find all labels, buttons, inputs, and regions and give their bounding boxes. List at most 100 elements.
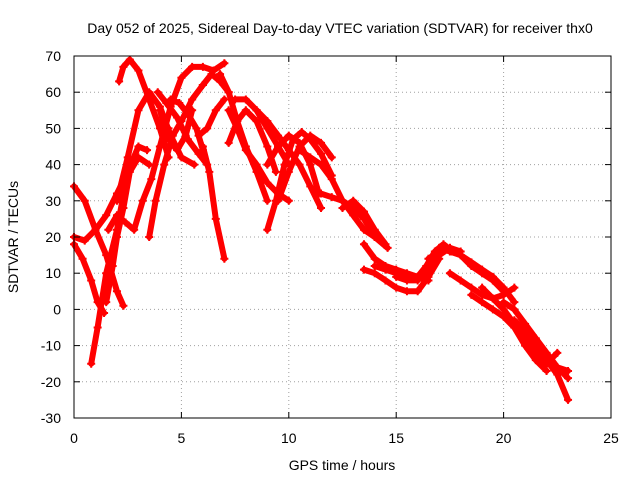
data-point [91,225,100,234]
data-point [192,124,201,133]
data-point [349,196,358,205]
data-point [155,106,164,115]
data-point [211,106,220,115]
series-line [114,89,198,204]
data-point [87,359,96,368]
data-point [424,272,433,281]
series-line [522,335,561,367]
data-point [252,106,261,115]
data-point [274,196,283,205]
data-point [306,182,315,191]
data-point [564,395,573,404]
data-point [338,196,347,205]
data-point [317,160,326,169]
data-point [147,175,156,184]
y-tick-label: -30 [41,410,61,426]
data-point [327,193,336,202]
data-point [220,59,229,68]
data-point [80,196,89,205]
data-point [263,142,272,151]
data-point [181,131,190,140]
y-tick-labels: -30 -20 -10 0 10 20 30 40 50 60 70 [41,48,61,426]
series-line [296,147,378,240]
data-point [177,153,186,162]
data-point [205,167,214,176]
data-point [510,298,519,307]
series-arc-26 [295,146,379,241]
data-point [478,290,487,299]
y-tick-label: 70 [45,48,61,64]
data-point [188,62,197,71]
data-point [160,160,169,169]
data-point [317,204,326,213]
data-point [370,261,379,270]
data-point [531,356,540,365]
data-point [123,153,132,162]
series-arc-39 [521,334,562,368]
data-point [115,77,124,86]
data-point [241,106,250,115]
data-point [521,327,530,336]
series-line [275,132,335,204]
series-arc-8 [112,88,199,205]
data-point [402,276,411,285]
data-point [317,138,326,147]
data-point [445,247,454,256]
data-point [263,196,272,205]
data-point [241,146,250,155]
data-point [478,283,487,292]
data-point [521,319,530,328]
data-point [138,196,147,205]
x-tick-label: 5 [178,430,186,446]
data-point [175,99,184,108]
x-tick-label: 0 [70,430,78,446]
data-point [112,196,121,205]
series-arc-37 [499,298,573,383]
data-point [499,283,508,292]
data-point [306,131,315,140]
data-point [553,370,562,379]
data-point [295,146,304,155]
data-point [445,269,454,278]
x-tick-label: 10 [281,430,297,446]
data-point [263,225,272,234]
data-point [224,88,233,97]
x-tick-labels: 0 5 10 15 20 25 [70,430,619,446]
data-point [478,265,487,274]
data-point [370,254,379,263]
data-point [198,80,207,89]
data-point [284,167,293,176]
data-point [134,106,143,115]
data-point [145,88,154,97]
data-point [413,276,422,285]
series-line [468,291,550,374]
data-point [173,146,182,155]
data-point [108,261,117,270]
data-point [143,146,152,155]
data-point [166,95,175,104]
data-point [317,149,326,158]
data-point [349,211,358,220]
data-point [80,236,89,245]
series-layer [70,55,573,404]
data-point [424,265,433,274]
data-point [102,298,111,307]
series-line [154,89,211,168]
data-point [564,366,573,375]
data-point [295,138,304,147]
data-point [241,95,250,104]
data-point [190,160,199,169]
data-point [233,117,242,126]
data-point [194,131,203,140]
data-point [220,95,229,104]
data-point [317,189,326,198]
data-point [220,254,229,263]
data-point [155,142,164,151]
data-point [499,298,508,307]
data-point [188,106,197,115]
data-point [207,70,216,79]
data-point [499,305,508,314]
data-point [274,142,283,151]
y-tick-label: 20 [45,229,61,245]
